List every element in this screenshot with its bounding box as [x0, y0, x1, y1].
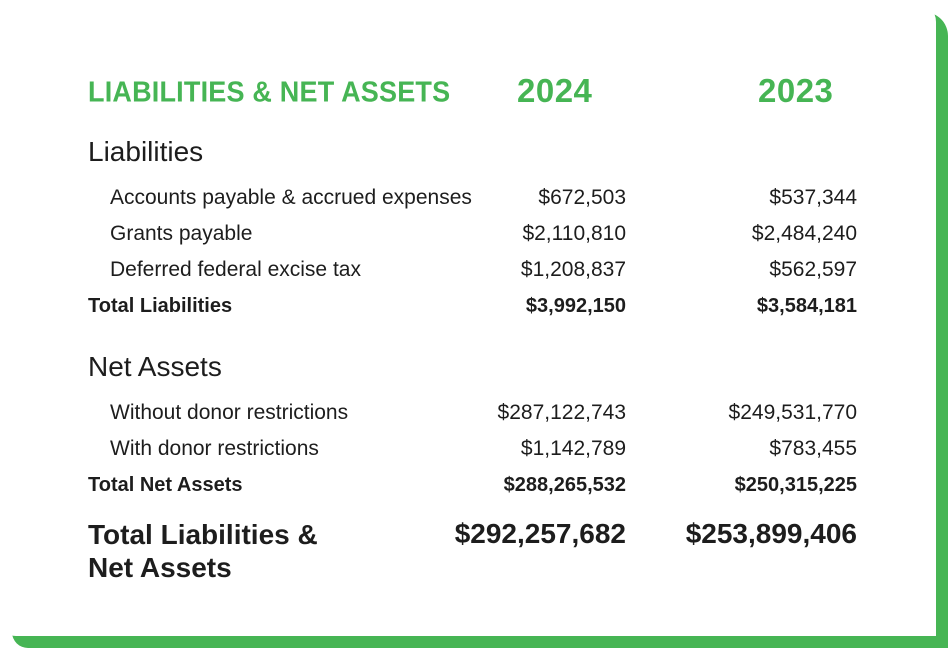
row-label: Grants payable — [110, 222, 253, 245]
value-2024: $288,265,532 — [503, 474, 626, 496]
liabilities-heading: Liabilities — [88, 136, 204, 167]
section-title: LIABILITIES & NET ASSETS — [88, 76, 451, 108]
value-2023: $537,344 — [769, 186, 857, 209]
row-label: Without donor restrictions — [110, 401, 349, 424]
year-column-2023: 2023 — [758, 72, 834, 109]
value-2023: $250,315,225 — [734, 474, 857, 496]
table-row: Deferred federal excise tax $1,208,837 $… — [0, 258, 936, 288]
grand-total-label-line-2: Net Assets — [88, 552, 232, 583]
balance-sheet-card: LIABILITIES & NET ASSETS 2024 2023 Liabi… — [0, 72, 936, 588]
row-label: Total Liabilities — [88, 295, 233, 317]
value-2023: $2,484,240 — [751, 222, 857, 245]
row-label: With donor restrictions — [110, 437, 319, 460]
value-2024: $1,208,837 — [520, 258, 626, 281]
value-2024: $672,503 — [538, 186, 626, 209]
table-row: With donor restrictions $1,142,789 $783,… — [0, 437, 936, 467]
total-net-assets-row: Total Net Assets $288,265,532 $250,315,2… — [0, 474, 936, 504]
grand-total-label: Total Liabilities & Net Assets — [88, 518, 318, 584]
value-2024: $287,122,743 — [497, 401, 626, 424]
table-row: Without donor restrictions $287,122,743 … — [0, 401, 936, 431]
row-label: Deferred federal excise tax — [110, 258, 361, 281]
total-liabilities-row: Total Liabilities $3,992,150 $3,584,181 — [0, 295, 936, 325]
grand-total-label-line-1: Total Liabilities & — [88, 519, 318, 550]
value-2023: $3,584,181 — [756, 295, 857, 317]
value-2024: $292,257,682 — [454, 518, 626, 549]
net-assets-heading: Net Assets — [88, 351, 222, 382]
value-2023: $253,899,406 — [685, 518, 857, 549]
value-2024: $3,992,150 — [525, 295, 626, 317]
table-row: Accounts payable & accrued expenses $672… — [0, 186, 936, 216]
row-label: Total Net Assets — [88, 474, 243, 496]
table-row: Grants payable $2,110,810 $2,484,240 — [0, 222, 936, 252]
value-2023: $562,597 — [769, 258, 857, 281]
value-2023: $249,531,770 — [728, 401, 857, 424]
row-label: Accounts payable & accrued expenses — [110, 186, 472, 209]
year-column-2024: 2024 — [517, 72, 593, 109]
value-2024: $2,110,810 — [522, 222, 626, 245]
value-2024: $1,142,789 — [520, 437, 626, 460]
grand-total-row: Total Liabilities & Net Assets $292,257,… — [0, 518, 936, 588]
value-2023: $783,455 — [769, 437, 857, 460]
